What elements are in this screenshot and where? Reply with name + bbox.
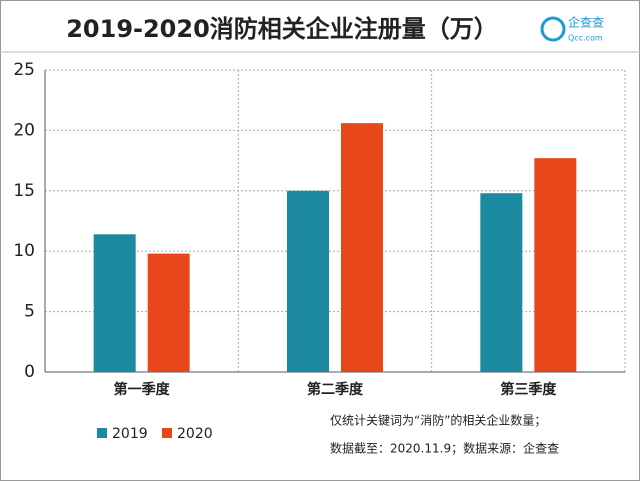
y-tick-label: 25	[13, 60, 35, 80]
x-tick-label: 第三季度	[500, 381, 557, 398]
note: 数据截至：2020.11.9；数据来源：企查查	[330, 441, 559, 456]
logo: 企查查 Qcc.com	[540, 15, 604, 43]
y-tick-label: 10	[13, 241, 35, 261]
note: 仅统计关键词为“消防”的相关企业数量；	[330, 413, 546, 428]
bar	[147, 253, 190, 372]
x-tick-label: 第二季度	[307, 381, 364, 398]
bar	[480, 193, 523, 372]
bar	[287, 190, 329, 372]
y-tick-label: 15	[13, 181, 35, 201]
chart-title: 2019-2020消防相关企业注册量（万）	[66, 15, 498, 43]
legend-swatch	[162, 428, 172, 438]
y-tick-label: 5	[24, 302, 35, 322]
legend-swatch	[97, 428, 107, 438]
bar	[534, 158, 577, 372]
y-tick-label: 0	[24, 362, 35, 382]
legend-label: 2019	[112, 426, 148, 442]
bar	[93, 234, 136, 372]
logo-icon	[540, 16, 566, 42]
bar	[341, 123, 383, 372]
y-tick-label: 20	[13, 120, 35, 140]
logo-name: 企查查	[568, 15, 604, 30]
logo-url: Qcc.com	[568, 34, 603, 43]
legend-label: 2020	[177, 426, 213, 442]
x-tick-label: 第一季度	[114, 381, 171, 398]
